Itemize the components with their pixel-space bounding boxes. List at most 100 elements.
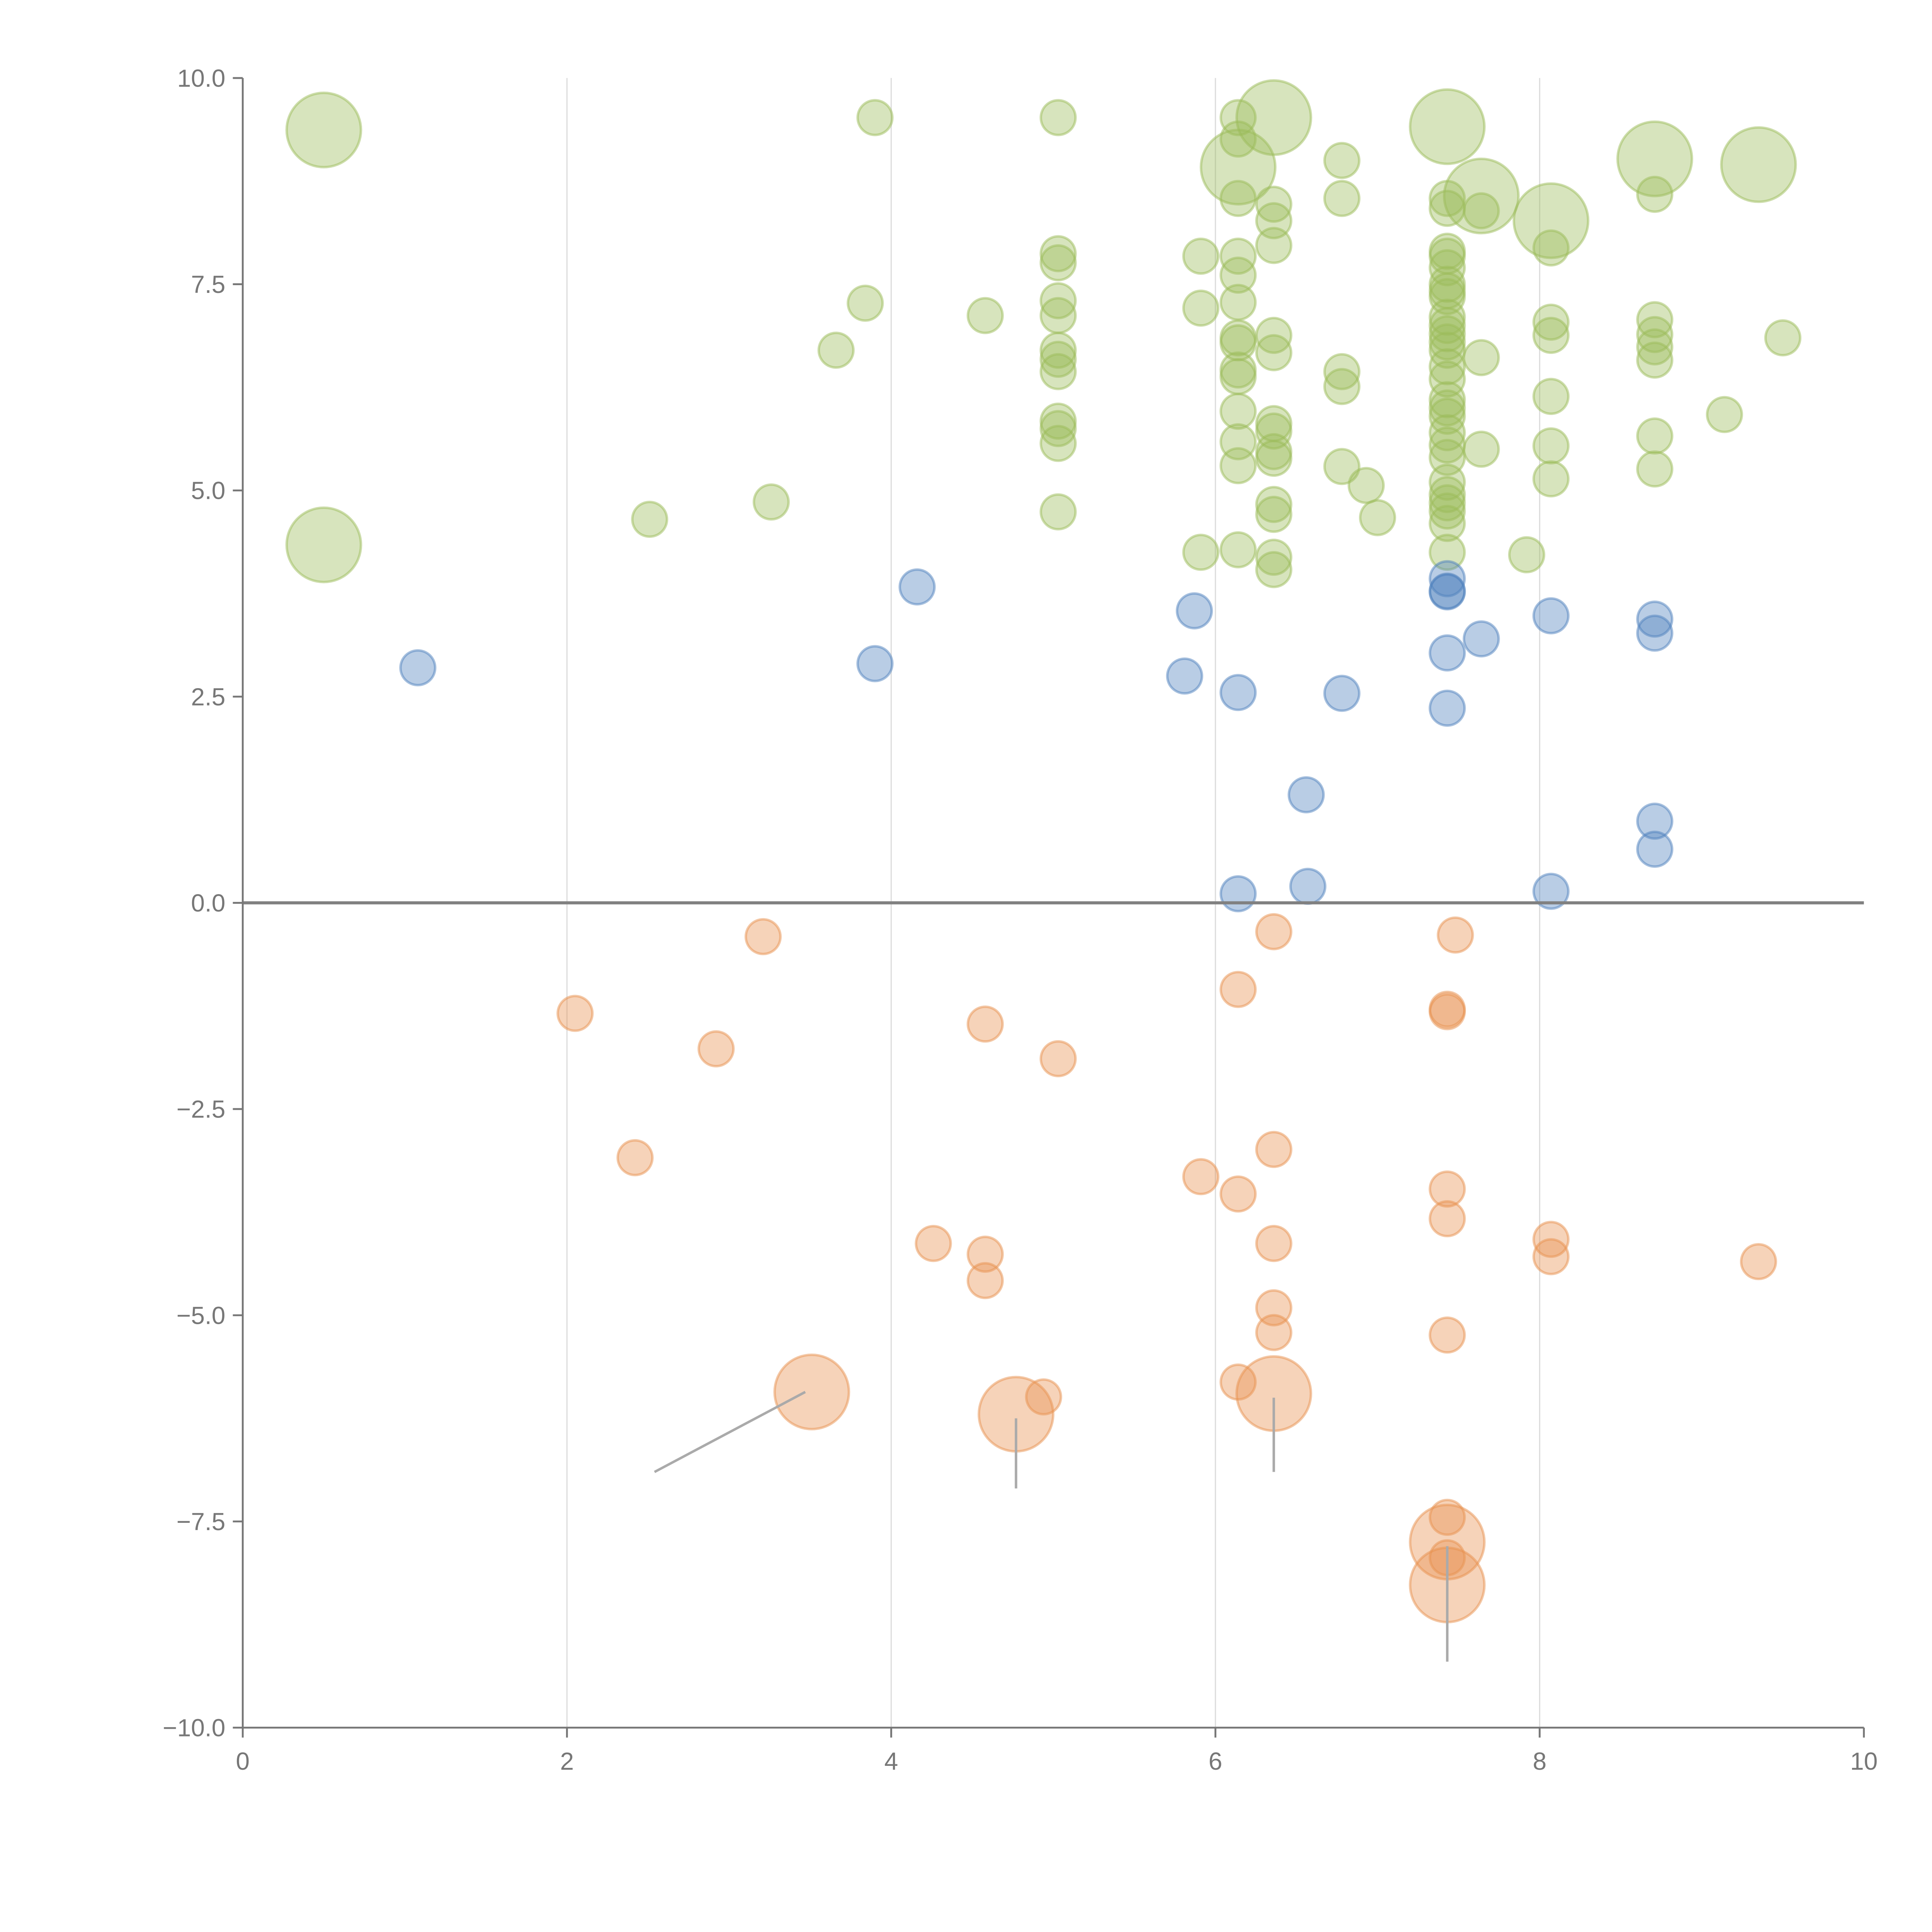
data-point-green <box>1429 463 1466 501</box>
data-point-green <box>1039 244 1077 282</box>
data-point-green <box>1255 551 1293 588</box>
data-point-green <box>1219 180 1257 217</box>
data-point-green <box>752 483 790 521</box>
data-point-blue <box>856 645 894 682</box>
data-point-green <box>847 284 884 322</box>
x-tick-label: 6 <box>1209 1747 1223 1775</box>
data-point-green <box>1532 378 1570 415</box>
data-point-green <box>1255 227 1293 264</box>
data-point-blue <box>1429 560 1466 597</box>
data-point-green <box>1182 237 1219 275</box>
data-point-orange <box>1039 1040 1077 1078</box>
data-point-green <box>1182 289 1219 327</box>
data-point-green <box>1636 450 1673 488</box>
data-point-green <box>1359 499 1396 536</box>
y-tick-label: −10.0 <box>163 1714 225 1742</box>
data-point-green <box>1255 496 1293 533</box>
data-point-orange <box>1429 1316 1466 1354</box>
data-point-green <box>1323 142 1361 179</box>
y-tick-label: −5.0 <box>177 1301 226 1329</box>
data-point-blue <box>1463 620 1500 658</box>
data-point-orange <box>966 1235 1004 1273</box>
data-point-green <box>1463 192 1500 230</box>
data-point-blue <box>1532 872 1570 910</box>
data-point-green <box>631 500 668 538</box>
data-point-blue <box>1289 867 1327 905</box>
y-tick-label: −2.5 <box>177 1095 226 1123</box>
data-point-green <box>1764 319 1802 357</box>
data-point-orange <box>1219 971 1257 1008</box>
data-point-green <box>1532 427 1570 465</box>
data-point-green <box>1429 505 1466 542</box>
data-point-blue <box>1219 674 1257 711</box>
leader-line <box>654 1391 806 1473</box>
data-point-blue <box>1287 776 1325 813</box>
data-point-blue <box>1175 592 1213 629</box>
data-point-green <box>1039 410 1077 447</box>
data-point-orange <box>1255 1225 1293 1262</box>
data-point-orange <box>1429 993 1466 1031</box>
data-point-green <box>1532 303 1570 341</box>
data-point-orange <box>966 1262 1004 1299</box>
data-point-orange <box>697 1030 735 1068</box>
data-point-green <box>1255 486 1293 523</box>
data-point-orange <box>1182 1158 1219 1196</box>
data-point-blue <box>898 568 936 606</box>
data-point-blue <box>1636 614 1673 652</box>
x-tick-label: 2 <box>560 1747 574 1775</box>
data-point-orange <box>1255 1131 1293 1168</box>
x-tick-label: 8 <box>1533 1747 1547 1775</box>
data-point-green <box>1255 439 1293 477</box>
data-point-green <box>1429 360 1466 398</box>
data-point-green <box>1323 180 1361 217</box>
y-tick-label: −7.5 <box>177 1508 226 1536</box>
data-point-orange <box>1740 1243 1777 1281</box>
x-tick-label: 0 <box>236 1747 250 1775</box>
data-point-green <box>1636 316 1673 353</box>
data-point-green <box>1429 484 1466 522</box>
data-point-green <box>1512 182 1590 259</box>
data-point-green <box>1219 99 1257 136</box>
data-point-green <box>1508 536 1546 573</box>
data-point-green <box>1219 284 1257 321</box>
data-point-orange <box>1255 913 1293 951</box>
data-point-green <box>1429 492 1466 530</box>
data-point-green <box>1219 447 1257 485</box>
data-point-blue <box>1532 597 1570 634</box>
data-point-green <box>1199 129 1277 206</box>
data-point-orange <box>1532 1238 1570 1276</box>
data-point-blue <box>1323 675 1361 712</box>
data-point-green <box>1219 257 1257 294</box>
leader-lines <box>654 1391 1449 1662</box>
data-point-green <box>1323 368 1361 405</box>
y-tick-label: 2.5 <box>191 683 225 711</box>
data-point-blue <box>1636 830 1673 868</box>
data-point-orange <box>773 1354 850 1430</box>
data-point-green <box>1347 467 1385 504</box>
data-point-green <box>1636 175 1673 213</box>
data-point-blue <box>1429 689 1466 727</box>
data-point-green <box>1039 99 1077 136</box>
data-point-green <box>817 332 855 369</box>
data-point-orange <box>744 918 782 956</box>
data-point-green <box>1636 341 1673 379</box>
data-point-green <box>1636 328 1673 366</box>
data-point-blue <box>1219 875 1257 913</box>
data-point-green <box>1636 417 1673 455</box>
data-point-blue <box>1636 803 1673 840</box>
data-point-blue <box>399 649 437 687</box>
data-point-green <box>1182 534 1219 571</box>
data-point-green <box>1532 229 1570 267</box>
data-point-green <box>1409 88 1486 165</box>
data-point-green <box>1463 430 1500 468</box>
data-point-green <box>1429 534 1466 571</box>
data-point-green <box>1255 539 1293 576</box>
data-point-green <box>1219 531 1257 568</box>
data-point-green <box>1255 334 1293 371</box>
axes: 0 2 4 6 8 10 10.0 7.5 5.0 2.5 0.0 −2.5 −5.0 −7.5 −10.0 <box>163 64 1878 1775</box>
data-point-green <box>1532 460 1570 498</box>
data-point-green <box>1429 180 1466 217</box>
data-point-orange <box>1219 1175 1257 1213</box>
data-point-green <box>1219 393 1257 430</box>
